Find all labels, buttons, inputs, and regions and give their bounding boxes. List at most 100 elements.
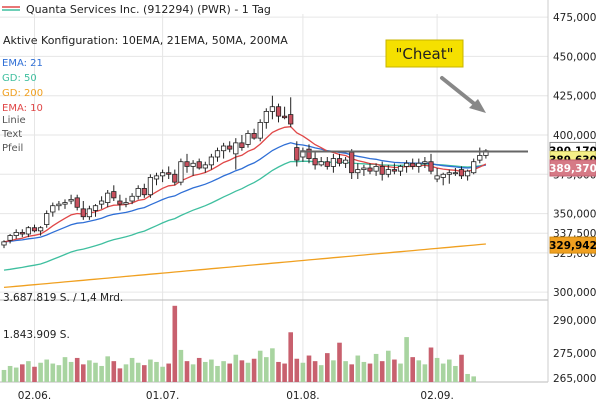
candle-up [373,166,379,172]
volume-bar [428,347,434,382]
volume-bar [209,359,214,382]
candle-up [471,161,477,174]
price-axis: 300,000325,000337,500350,000375,000400,0… [549,12,596,299]
candle-down [312,158,318,166]
volume-bar [105,356,110,382]
volume-bar [239,360,245,382]
candle-down [306,148,312,159]
volume-bar [87,360,92,382]
candle-up [214,150,221,158]
candle-down [196,161,202,169]
volume-bar [13,367,19,382]
candle-up [7,235,13,241]
candle-down [428,161,434,172]
volume-bar [7,365,13,382]
volume-bar [361,361,367,382]
candle-up [440,173,446,178]
candle-down [367,167,373,172]
volume-bar [1,369,7,382]
chart-title: Quanta Services Inc. (912294) (PWR) - 1 … [26,3,271,16]
volume-bar [227,363,232,382]
volume-bar [44,359,49,382]
candle-up [403,162,410,167]
legend-item: EMA: 21 [2,58,43,69]
candle-up [25,227,32,235]
tool-label: Text [1,129,22,140]
volume-bar [300,362,306,382]
volume-bar [465,373,470,382]
candle-up [434,175,440,180]
volume-bar [373,353,379,382]
price-tick-label: 350,000 [553,209,596,221]
candle-down [288,114,294,125]
candle-up [129,195,135,202]
cheat-arrow-head [469,99,486,113]
config-label: Aktive Konfiguration: 10EMA, 21EMA, 50MA… [3,34,288,47]
candle-down [410,162,416,167]
candle-up [147,177,153,196]
candle-down [349,151,355,174]
candle-up [245,133,251,145]
volume-bar [367,363,373,382]
candle-up [342,159,349,164]
date-tick-label: 02.09. [420,390,453,402]
drawing-tools: Linie Text Pfeil [1,115,26,154]
candle-down [184,161,190,167]
candle-up [257,122,263,139]
volume-bar [392,359,397,382]
candle-up [1,241,7,246]
ema21-line [3,142,487,243]
volume-bar [142,365,147,382]
candle-up [190,162,196,167]
volume-bar [318,365,324,382]
tool-label: Linie [2,115,26,126]
date-axis: 02.06. 01.07. 01.08. 02.09. [18,390,454,402]
volume-bar [203,361,208,382]
volume-tick-label: 265,000 [553,373,596,385]
volume-bar [117,368,123,382]
candle-down [391,169,398,172]
candle-up [263,111,269,123]
candle-down [117,200,123,205]
candle-down [336,158,343,164]
volume-bar [343,361,348,382]
candle-down [172,173,178,183]
volume-bar [190,364,196,382]
candle-up [159,172,166,177]
date-tick-label: 02.06. [18,390,51,402]
volume-bar [50,363,56,382]
candle-up [318,161,324,166]
volume-bar [221,361,226,382]
price-badge-label: 389,370 [549,163,596,175]
volume-bar [331,360,336,382]
volume-bar [56,365,62,382]
candle-up [38,227,44,232]
volume-axis: 290,000 275,000 265,000 [553,315,596,385]
gd200-line [3,243,486,289]
candle-down [294,147,300,161]
candle-up [269,106,276,112]
candlestick-series [1,95,489,249]
candle-down [31,227,38,232]
candle-up [123,202,129,205]
candle-up [385,169,391,175]
candle-up [220,145,227,152]
candle-up [202,164,208,169]
candle-up [397,166,404,172]
volume-bar [312,361,318,382]
candle-down [324,161,330,167]
candle-up [50,205,56,213]
price-tick-label: 425,000 [553,91,596,103]
indicator-legend: EMA: 21 GD: 50 GD: 200 EMA: 10 [2,58,43,114]
price-badge-label: 329,942 [549,240,596,252]
candle-up [99,200,105,205]
volume-bar [99,365,104,382]
volume-bar [276,361,281,382]
volume-bar [148,359,153,382]
legend-item: EMA: 10 [2,103,43,114]
price-tick-label: 300,000 [553,287,596,299]
volume-bar [111,361,117,382]
candle-up [86,208,92,218]
candle-up [477,155,483,161]
candle-down [227,145,233,150]
